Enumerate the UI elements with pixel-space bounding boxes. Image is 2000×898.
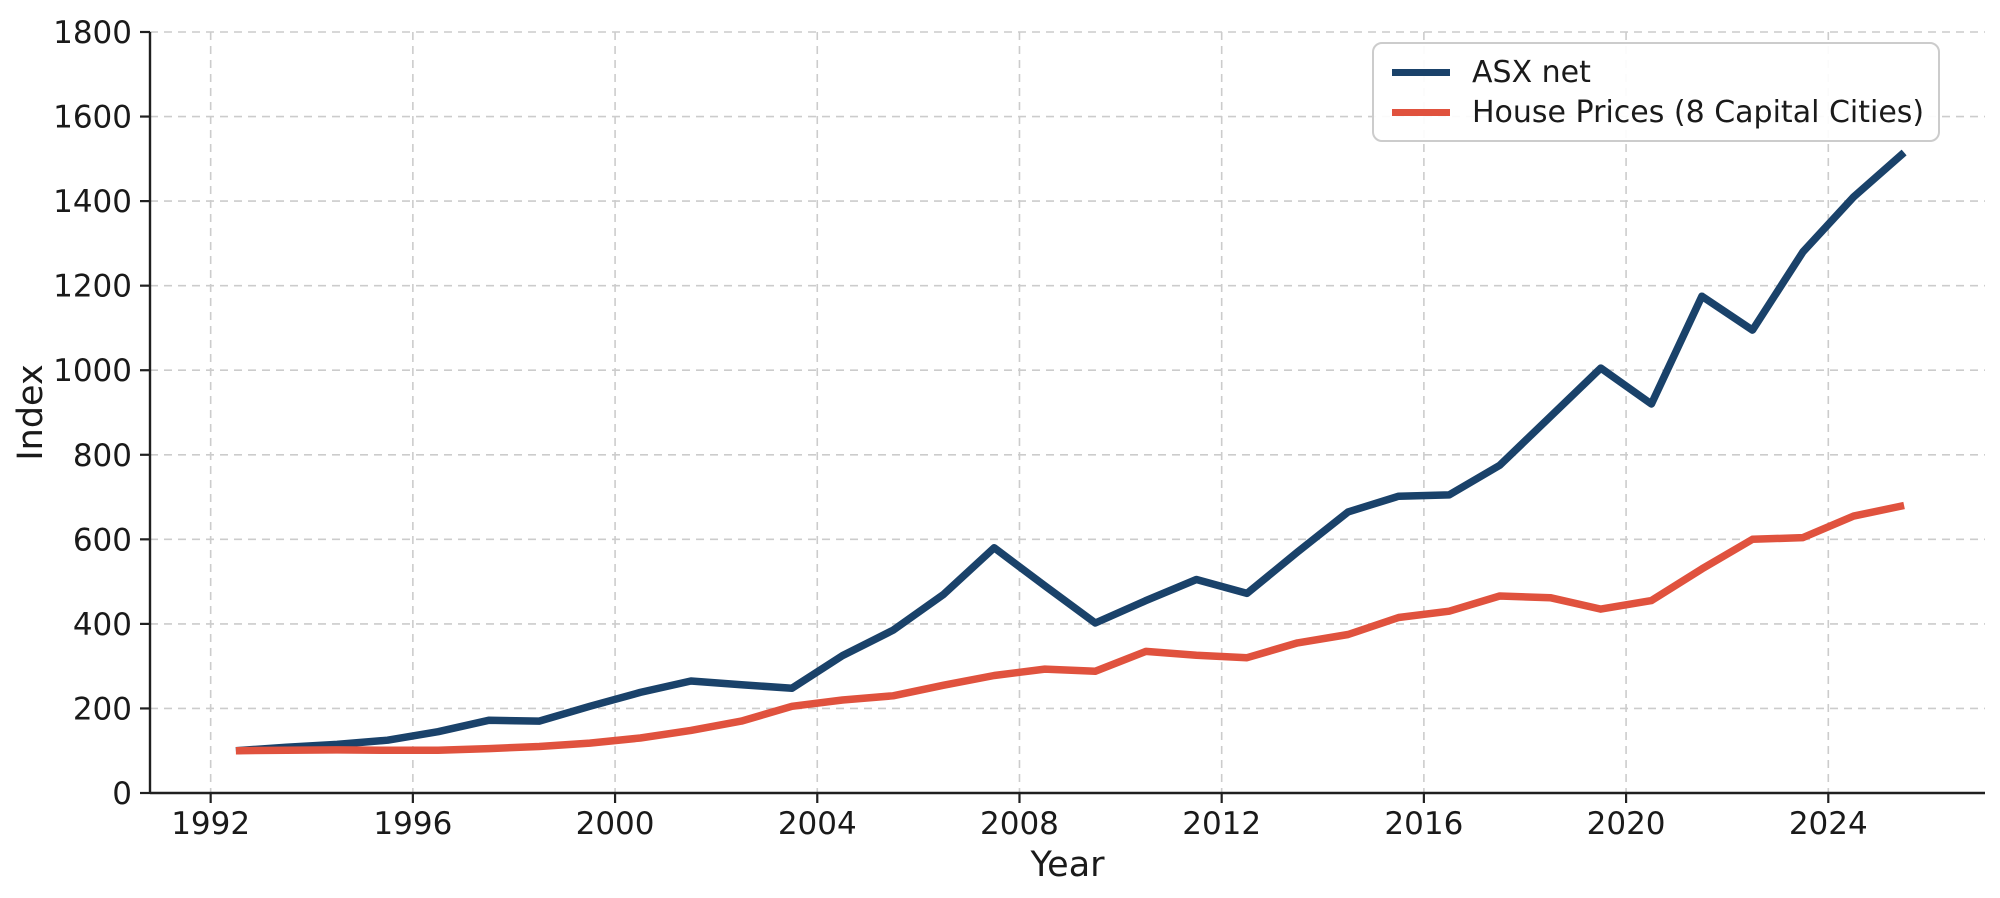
x-tick-label: 2024 [1789,806,1868,842]
y-tick-label: 1600 [53,100,132,136]
x-tick-label: 1992 [171,806,250,842]
legend-item-house-prices: House Prices (8 Capital Cities) [1392,92,1924,132]
y-tick-label: 1800 [53,15,132,51]
x-tick-label: 2000 [576,806,655,842]
x-tick-label: 2004 [778,806,857,842]
x-tick-label: 2012 [1182,806,1261,842]
y-tick-label: 1000 [53,353,132,389]
y-tick-label: 600 [73,522,132,558]
x-tick-label: 2016 [1384,806,1463,842]
legend-label-asx-net: ASX net [1472,54,1591,90]
asx-net-line-swatch [1392,68,1450,76]
legend-label-house-prices: House Prices (8 Capital Cities) [1472,94,1925,130]
x-tick-label: 2008 [980,806,1059,842]
y-tick-label: 200 [73,691,132,727]
y-axis-label: Index [11,364,51,460]
y-tick-label: 1400 [53,184,132,220]
house-prices-line-swatch [1392,108,1450,116]
x-tick-label: 2020 [1587,806,1666,842]
legend-item-asx-net: ASX net [1392,52,1920,92]
series-line-house-prices [235,501,1905,755]
grid [150,31,1985,794]
tick-labels: 0 200 400 600 800 1000 1200 1400 1600 1800 1992 199… [53,15,1868,842]
y-tick-label: 1200 [53,269,132,305]
y-tick-label: 400 [73,607,132,643]
x-tick-label: 1996 [373,806,452,842]
series-line-asx-net [235,149,1907,755]
y-tick-label: 800 [73,438,132,474]
ticks [140,30,1830,803]
x-axis-label: Year [1029,845,1105,885]
y-tick-label: 0 [112,776,132,812]
legend: ASX net House Prices (8 Capital Cities) [1372,42,1940,142]
axes-spines [148,32,1985,795]
